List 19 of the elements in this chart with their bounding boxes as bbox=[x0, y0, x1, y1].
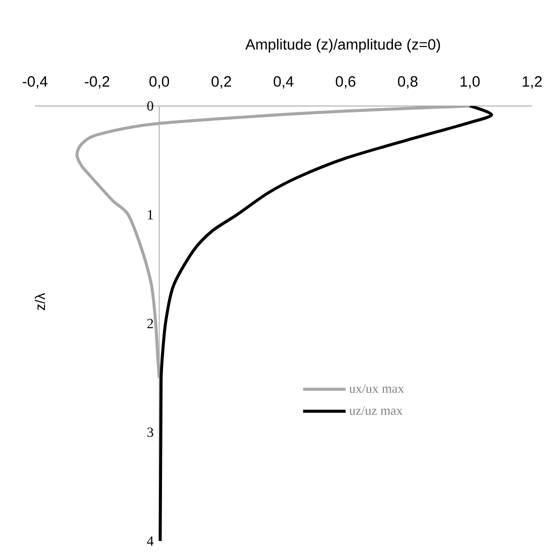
x-tick-label: 1,2 bbox=[522, 76, 542, 89]
x-tick-label: 0,2 bbox=[212, 76, 232, 89]
x-tick-label: -0,2 bbox=[84, 76, 110, 89]
line-series bbox=[158, 106, 494, 542]
x-tick-label: 0,0 bbox=[149, 76, 170, 89]
x-tick-label: 0,4 bbox=[274, 76, 294, 89]
y-tick-label: 3 bbox=[147, 428, 154, 437]
x-tick-label: 0,6 bbox=[336, 76, 356, 89]
y-tick-label: 4 bbox=[147, 536, 154, 546]
x-axis-title: Amplitude (z)/amplitude (z=0) bbox=[245, 38, 440, 53]
x-tick-label: 1,0 bbox=[460, 76, 480, 89]
y-axis-title: z/λ bbox=[34, 292, 46, 310]
y-tick-label: 2 bbox=[147, 318, 153, 328]
x-tick-label: 0,8 bbox=[398, 76, 418, 89]
y-tick-label: 0 bbox=[147, 101, 154, 111]
x-tick-label: -0,4 bbox=[22, 76, 48, 89]
y-tick-label: 1 bbox=[148, 210, 153, 220]
legend-label: uz/uz max bbox=[349, 406, 403, 415]
legend-label: ux/ux max bbox=[349, 384, 404, 393]
